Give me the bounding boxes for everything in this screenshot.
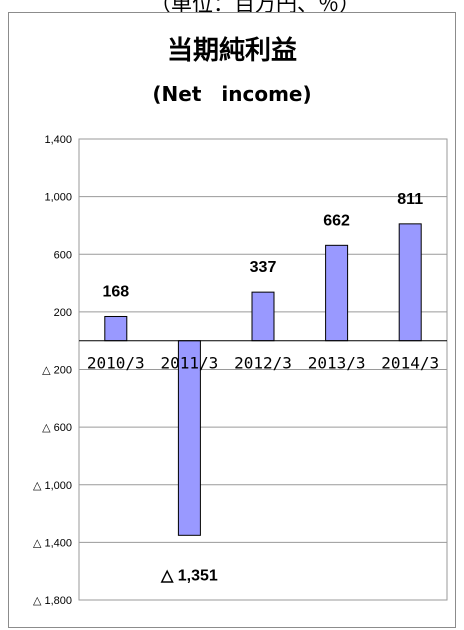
x-tick-label: 2010/3 (87, 354, 145, 373)
y-tick-label: △ 1,000 (33, 480, 72, 492)
chart-subtitle: (Net income) (152, 82, 312, 106)
chart-title: 当期純利益 (166, 36, 297, 66)
data-label: 168 (102, 283, 129, 300)
chart-frame (8, 12, 456, 628)
data-label: 337 (250, 259, 277, 276)
bar (398, 223, 422, 342)
data-label: △ 1,351 (160, 567, 218, 584)
y-tick-label: 1,400 (44, 134, 72, 146)
data-label: 662 (323, 212, 350, 229)
bar (104, 315, 128, 342)
x-tick-label: 2011/3 (161, 354, 219, 373)
y-tick-label: 1,000 (44, 192, 72, 204)
y-tick-label: △ 200 (42, 365, 72, 377)
data-label: 811 (397, 191, 423, 208)
y-tick-label: △ 1,800 (33, 595, 72, 607)
x-tick-label: 2014/3 (381, 354, 439, 373)
x-tick-label: 2013/3 (308, 354, 366, 373)
plot-area (78, 138, 448, 601)
y-tick-label: 200 (54, 307, 72, 319)
bar (325, 244, 349, 342)
y-tick-label: △ 1,400 (33, 537, 72, 549)
bar (251, 291, 275, 342)
y-tick-label: 600 (54, 249, 72, 261)
y-tick-label: △ 600 (42, 422, 72, 434)
x-tick-label: 2012/3 (234, 354, 292, 373)
